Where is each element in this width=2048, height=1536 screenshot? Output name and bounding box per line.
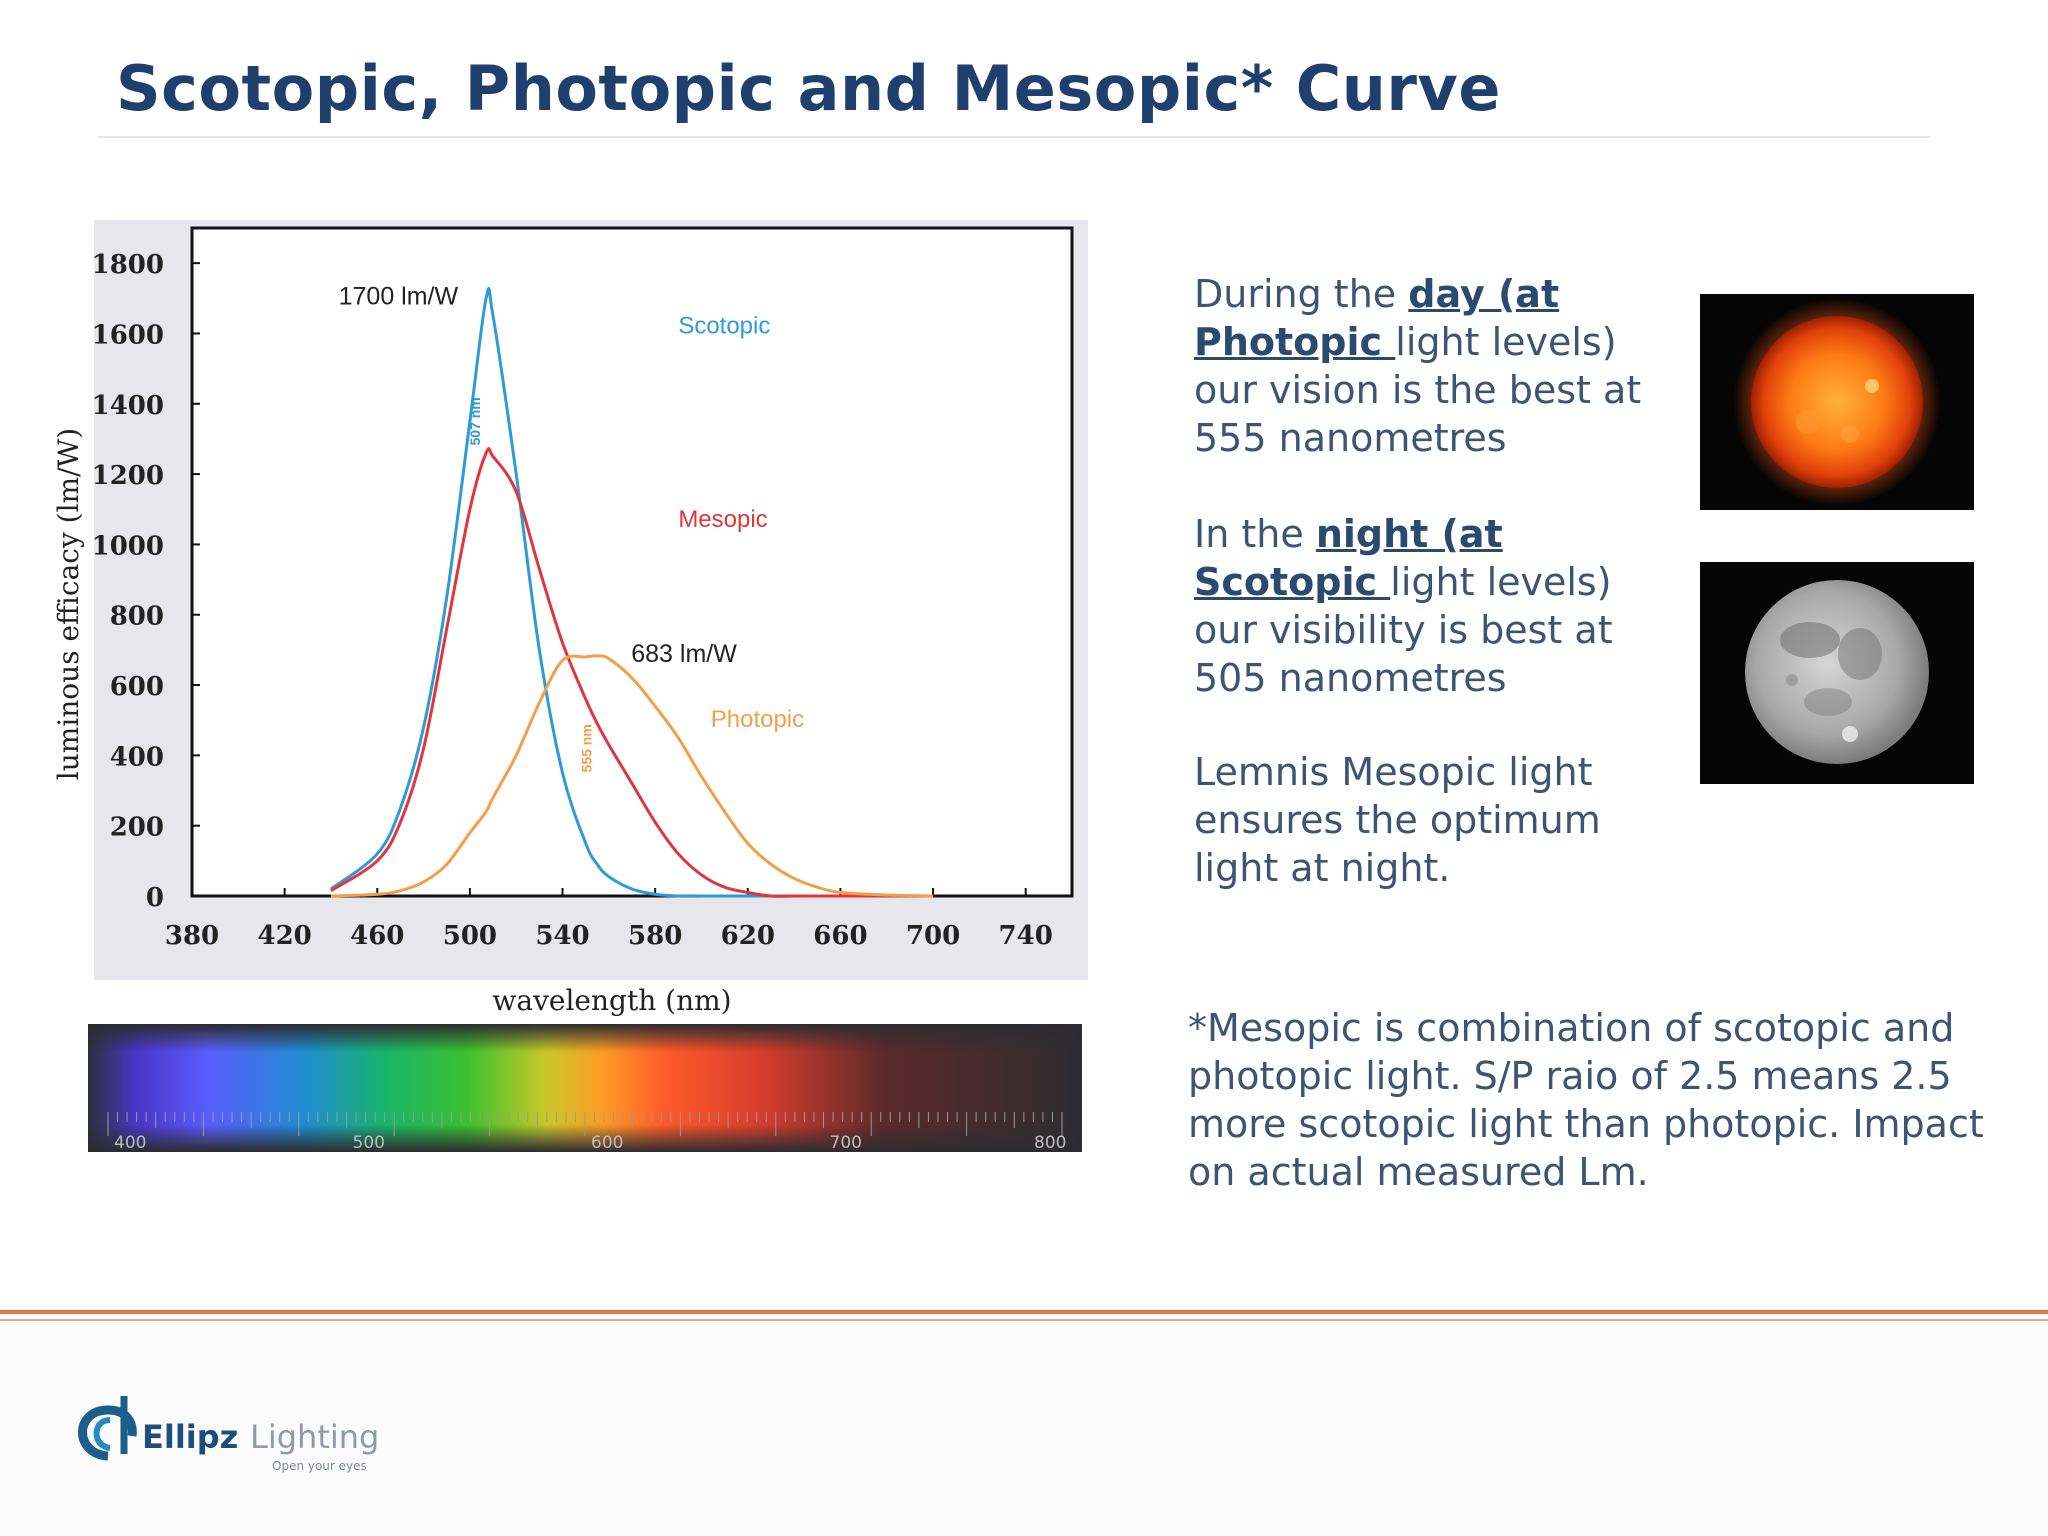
- wavelength-annotation: 555 nm: [578, 724, 594, 772]
- x-axis-label: wavelength (nm): [492, 984, 731, 1017]
- y-tick-label: 400: [110, 742, 164, 772]
- mesopic-footnote: *Mesopic is combination of scotopic and …: [1188, 1006, 1984, 1194]
- slide-title: Scotopic, Photopic and Mesopic* Curve: [116, 52, 1501, 125]
- night-highlight: night (at Scotopic: [1194, 512, 1503, 604]
- y-tick-label: 1800: [92, 250, 164, 280]
- y-tick-label: 1200: [92, 461, 164, 491]
- y-tick-label: 800: [110, 602, 164, 632]
- series-label-mesopic: Mesopic: [678, 506, 767, 533]
- y-tick-label: 1000: [92, 531, 164, 561]
- daytime-text-rest: light levels) our vision is the best at …: [1194, 320, 1642, 460]
- moon-image: [1700, 562, 1974, 784]
- peak-annotation: 1700 lm/W: [339, 282, 459, 310]
- y-axis-label: luminous efficacy (lm/W): [52, 428, 85, 780]
- series-line-mesopic: [330, 447, 934, 898]
- title-divider: [98, 136, 1930, 138]
- x-tick-label: 500: [443, 921, 497, 951]
- wavelength-annotation: 507 nm: [467, 397, 483, 445]
- series-label-photopic: Photopic: [711, 706, 804, 733]
- night-text-lead: In the: [1194, 512, 1316, 556]
- x-tick-label: 420: [257, 921, 311, 951]
- peak-annotation: 683 lm/W: [631, 640, 737, 668]
- x-tick-label: 540: [535, 921, 589, 951]
- luminous-efficacy-chart: 0 200 400 600 800 1000 1200 1400 1600 1800 380 420…: [48, 220, 1088, 1020]
- x-tick-label: 660: [813, 921, 867, 951]
- footer-band: [0, 1322, 2048, 1536]
- plot-area: [190, 226, 1074, 898]
- x-tick-label: 580: [628, 921, 682, 951]
- spectrum-label: 700: [830, 1133, 862, 1152]
- spectrum-label: 800: [1034, 1133, 1066, 1152]
- footer-divider: [0, 1310, 2048, 1314]
- logo-mark-icon: [78, 1396, 137, 1461]
- logo-suffix: Lighting: [250, 1418, 379, 1456]
- y-tick-label: 0: [146, 883, 164, 913]
- daytime-vision-text: During the day (at Photopic light levels…: [1194, 270, 1674, 462]
- x-tick-label: 740: [999, 921, 1053, 951]
- spectrum-label: 500: [353, 1133, 385, 1152]
- daytime-text-lead: During the: [1194, 272, 1409, 316]
- x-tick-label: 700: [906, 921, 960, 951]
- x-tick-label: 620: [721, 921, 775, 951]
- footer-divider-thin: [0, 1319, 2048, 1321]
- night-text-rest: light levels) our visibility is best at …: [1194, 560, 1613, 700]
- logo-tagline: Open your eyes: [272, 1459, 367, 1473]
- y-tick-label: 1400: [92, 391, 164, 421]
- x-tick-label: 380: [165, 921, 219, 951]
- spectrum-label: 600: [591, 1133, 623, 1152]
- series-label-scotopic: Scotopic: [678, 312, 770, 339]
- sun-image: [1700, 294, 1974, 510]
- mesopic-claim-text: Lemnis Mesopic light ensures the optimum…: [1194, 750, 1601, 890]
- daytime-highlight: day (at Photopic: [1194, 272, 1560, 364]
- nighttime-vision-text: In the night (at Scotopic light levels) …: [1194, 510, 1674, 702]
- x-tick-label: 460: [350, 921, 404, 951]
- spectrum-label: 400: [114, 1133, 146, 1152]
- series-line-photopic: [330, 654, 934, 898]
- y-tick-label: 1600: [92, 320, 164, 350]
- y-tick-label: 600: [110, 672, 164, 702]
- visible-spectrum-bar: 400 500 600 700 800: [88, 1024, 1082, 1152]
- logo-brand: Ellipz: [142, 1418, 238, 1456]
- y-tick-label: 200: [110, 813, 164, 843]
- ellipz-lighting-logo: Ellipz Lighting Open your eyes: [66, 1384, 406, 1494]
